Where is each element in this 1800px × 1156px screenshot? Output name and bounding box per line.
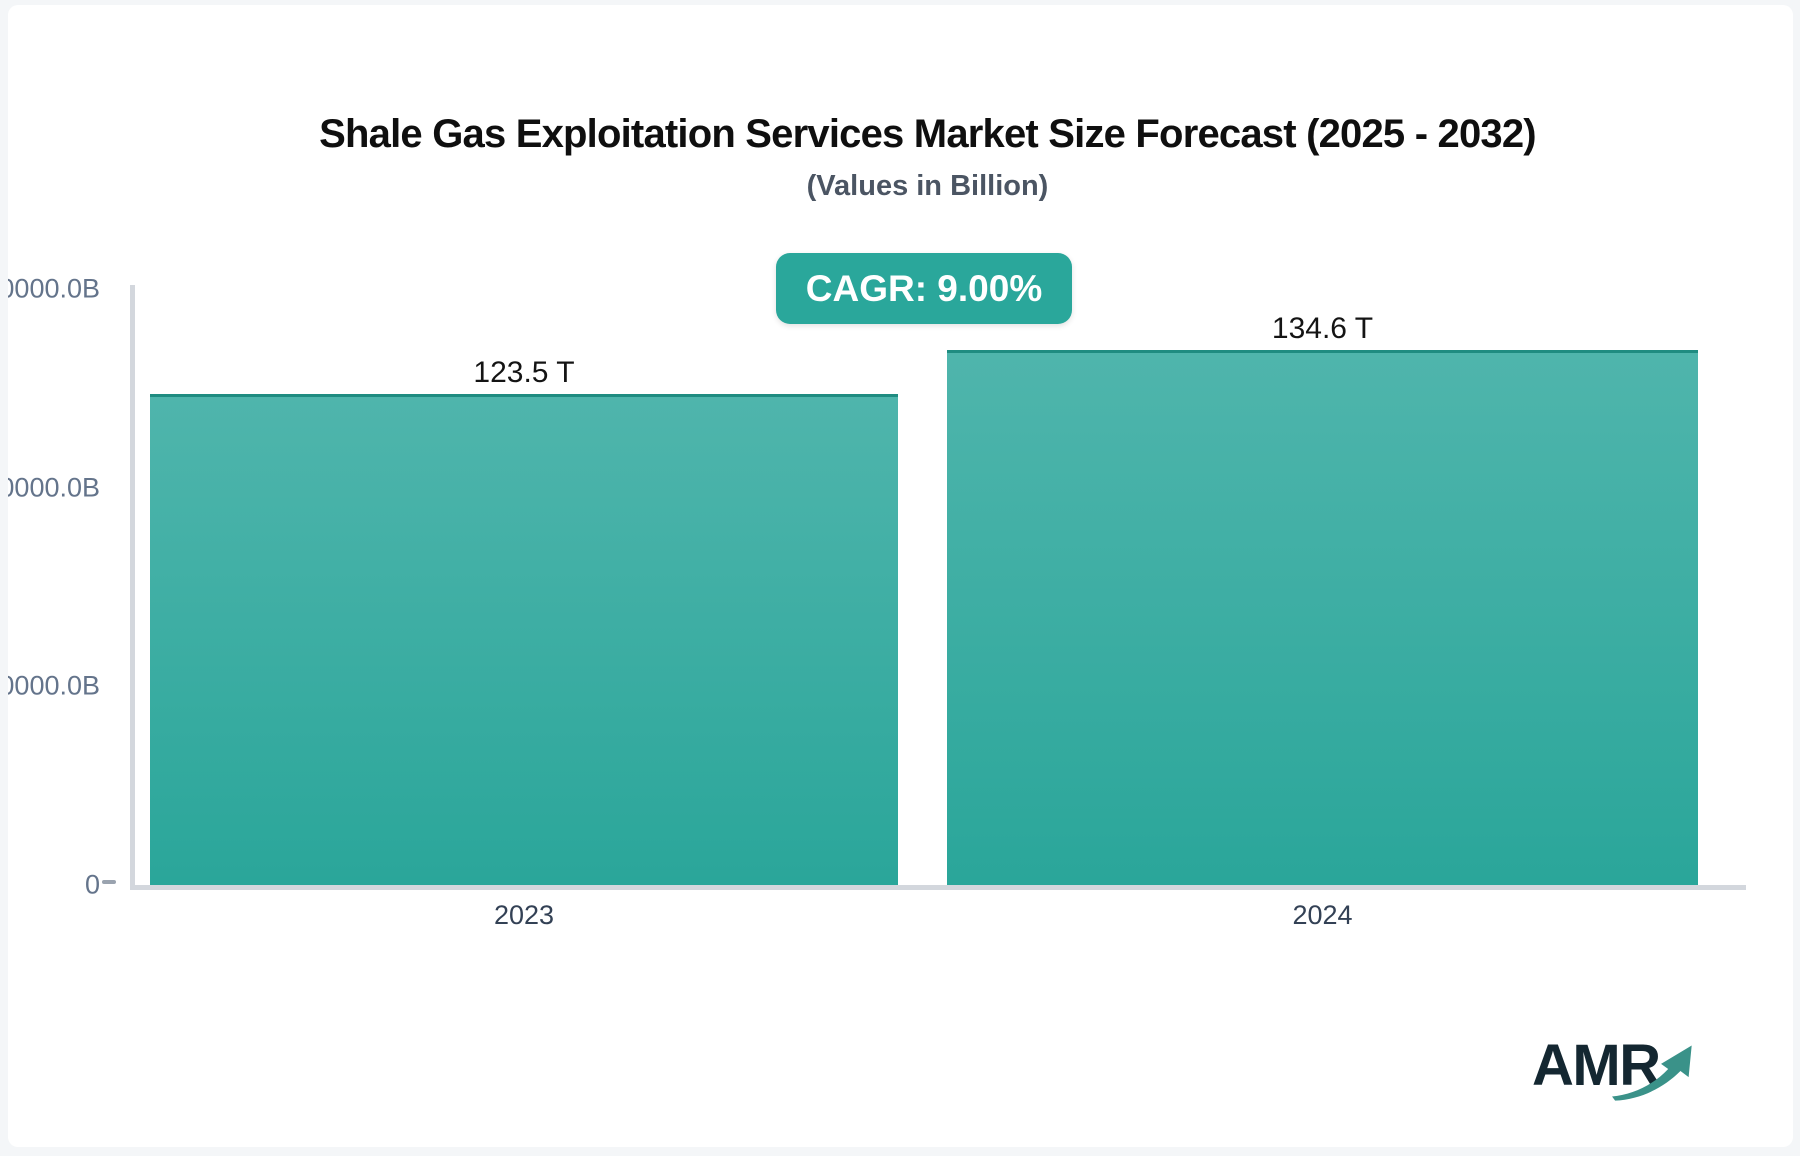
cagr-badge: CAGR: 9.00% — [775, 253, 1073, 324]
y-axis-label: 150000.0B — [8, 273, 100, 304]
x-axis-label: 2024 — [1292, 900, 1353, 930]
chart-subtitle: (Values in Billion) — [806, 170, 1049, 202]
y-axis-tick — [102, 880, 116, 884]
chart-container: Shale Gas Exploitation Services Market S… — [8, 5, 1793, 1147]
brand-logo: AMR — [1532, 1032, 1712, 1112]
bar-2024[interactable] — [947, 350, 1698, 885]
x-axis-label: 2023 — [493, 900, 555, 930]
y-axis-label: 0 — [84, 869, 100, 900]
bar-2023[interactable] — [150, 394, 898, 885]
bar-value-label: 134.6 T — [1271, 312, 1374, 345]
x-axis-line — [130, 885, 1746, 890]
cagr-badge-row: CAGR: 9.00% — [48, 253, 1793, 324]
chart-title: Shale Gas Exploitation Services Market S… — [319, 112, 1536, 156]
y-axis-line — [130, 285, 135, 890]
y-axis-label: 100000.0B — [8, 472, 100, 503]
chart-card: Shale Gas Exploitation Services Market S… — [8, 5, 1793, 1147]
growth-arrow-icon — [1612, 1045, 1692, 1101]
brand-logo-text: AMR — [1532, 1033, 1661, 1098]
y-axis-label: 50000.0B — [8, 670, 100, 701]
bar-value-label: 123.5 T — [473, 356, 575, 389]
